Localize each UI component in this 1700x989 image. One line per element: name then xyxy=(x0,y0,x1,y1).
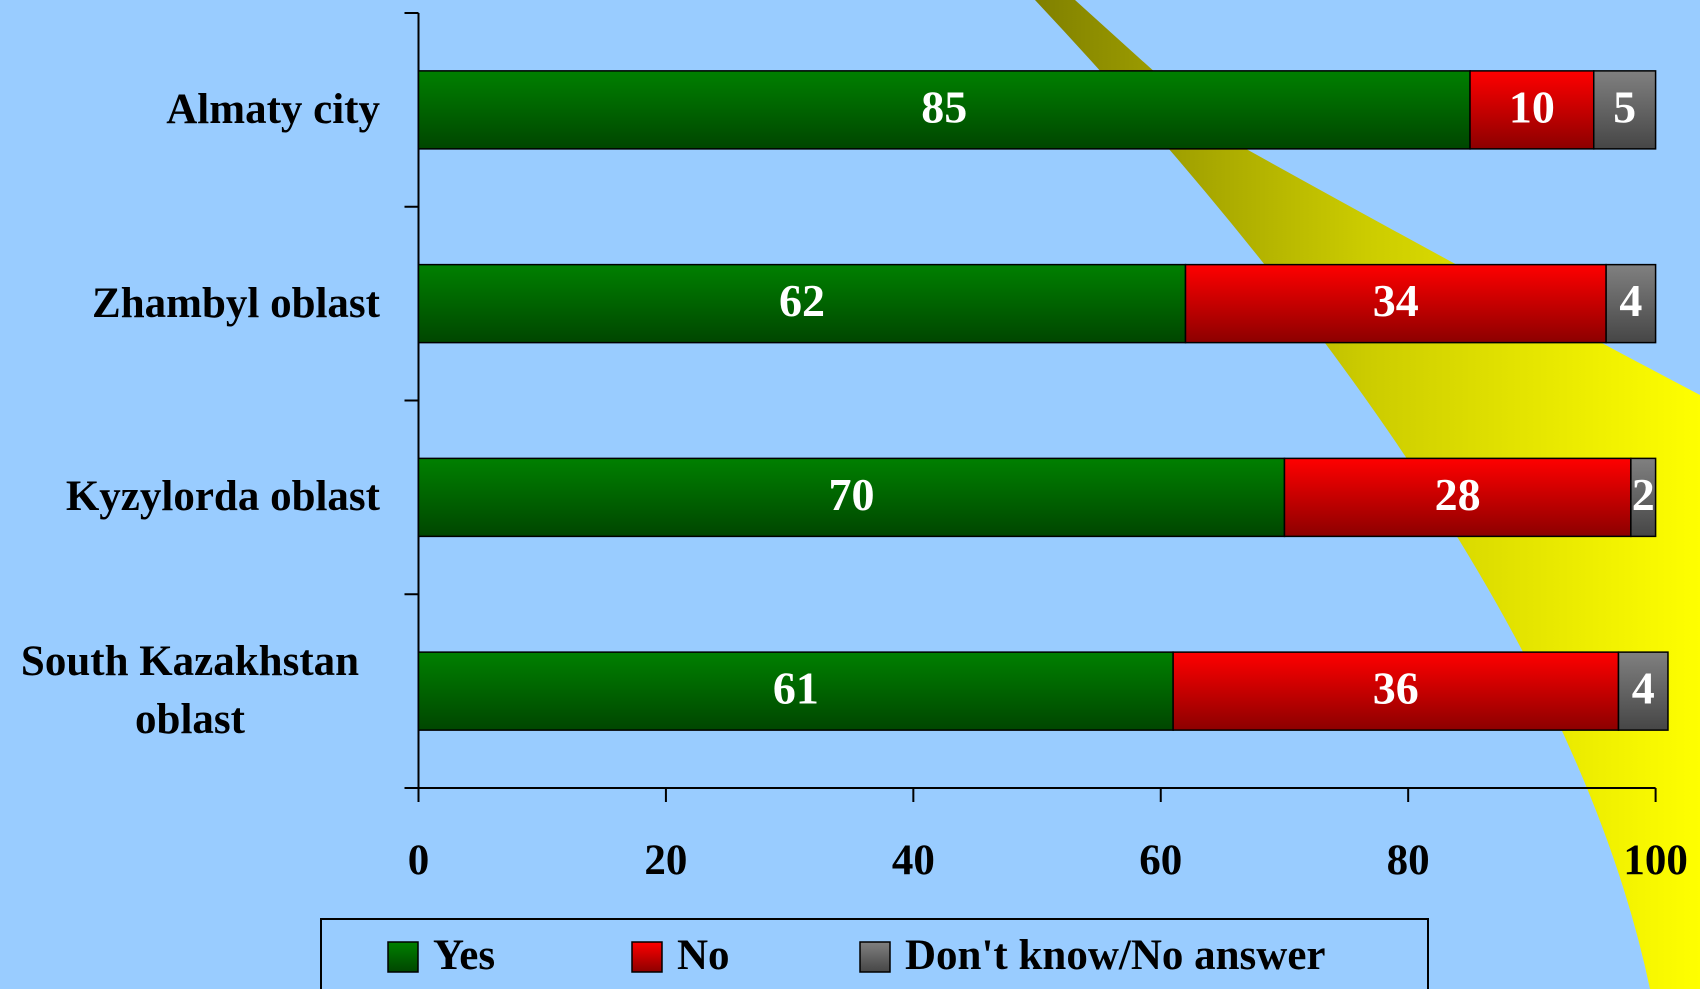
data-label: 10 xyxy=(1509,81,1555,132)
x-tick-label: 40 xyxy=(892,837,935,884)
category-label: Almaty city xyxy=(166,81,380,139)
data-label: 36 xyxy=(1373,663,1419,714)
data-label: 34 xyxy=(1373,275,1419,326)
category-label: Zhambyl oblast xyxy=(92,275,380,333)
data-label: 85 xyxy=(921,81,967,132)
legend-label: Don't know/No answer xyxy=(905,932,1326,979)
category-label: South Kazakhstan oblast xyxy=(0,633,380,749)
data-label: 61 xyxy=(773,663,819,714)
legend-swatch xyxy=(632,942,662,972)
category-text: Almaty city xyxy=(166,81,380,139)
data-label: 2 xyxy=(1632,469,1655,520)
category-label: Kyzylorda oblast xyxy=(66,468,380,526)
data-label: 5 xyxy=(1613,81,1636,132)
category-text: South Kazakhstan oblast xyxy=(0,633,380,749)
data-label: 28 xyxy=(1435,469,1481,520)
legend-swatch xyxy=(388,942,418,972)
x-tick-label: 100 xyxy=(1623,837,1688,884)
category-text: Zhambyl oblast xyxy=(92,275,380,333)
legend-label: No xyxy=(677,932,730,979)
legend-label: Yes xyxy=(433,932,495,979)
data-label: 4 xyxy=(1619,275,1642,326)
data-label: 4 xyxy=(1632,663,1655,714)
x-tick-label: 20 xyxy=(644,837,687,884)
data-label: 62 xyxy=(779,275,825,326)
legend-swatch xyxy=(860,942,890,972)
data-label: 70 xyxy=(828,469,874,520)
x-tick-label: 0 xyxy=(408,837,430,884)
page: 0 20 40 60 80 100 85 10 5 62 34 4 70 28 2 61 36 4 Yes No Don… xyxy=(0,0,1700,989)
x-tick-label: 60 xyxy=(1139,837,1182,884)
category-text: Kyzylorda oblast xyxy=(66,468,380,526)
x-tick-label: 80 xyxy=(1387,837,1430,884)
